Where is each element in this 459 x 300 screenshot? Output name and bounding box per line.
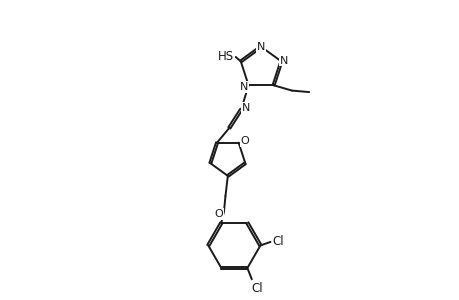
Text: N: N xyxy=(242,103,250,113)
Text: O: O xyxy=(240,136,249,146)
Text: N: N xyxy=(240,82,248,92)
Text: O: O xyxy=(214,209,223,219)
Text: Cl: Cl xyxy=(251,282,263,295)
Text: HS: HS xyxy=(218,50,234,63)
Text: Cl: Cl xyxy=(272,236,284,248)
Text: N: N xyxy=(256,42,265,52)
Text: N: N xyxy=(280,56,288,65)
